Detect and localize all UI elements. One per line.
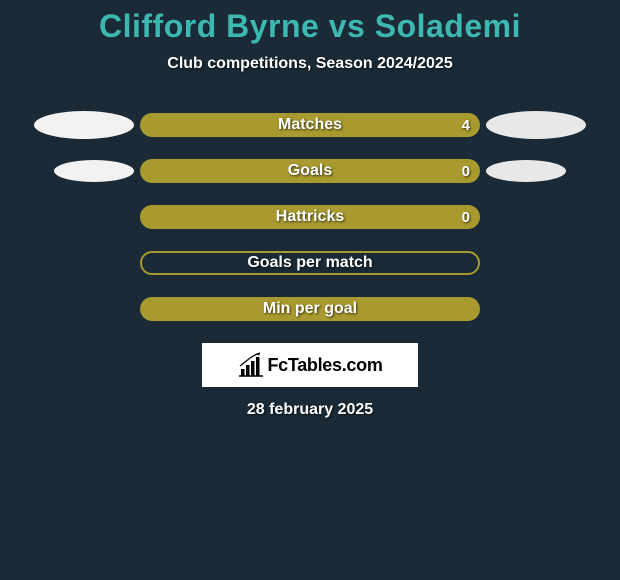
stat-bar: Matches 4 xyxy=(140,113,480,137)
date-text: 28 february 2025 xyxy=(0,401,620,419)
page-title: Clifford Byrne vs Solademi xyxy=(0,8,620,45)
ellipse-right xyxy=(486,111,586,139)
stat-row: Goals per match xyxy=(0,251,620,275)
stat-label: Goals per match xyxy=(247,254,372,272)
stat-label: Goals xyxy=(288,162,332,180)
stat-row: Matches 4 xyxy=(0,113,620,137)
ellipse-placeholder-right xyxy=(486,249,586,277)
stat-label: Matches xyxy=(278,116,342,134)
stat-bar: Min per goal xyxy=(140,297,480,321)
stat-row: Hattricks 0 xyxy=(0,205,620,229)
ellipse-placeholder-left xyxy=(34,295,134,323)
stat-bar: Goals per match xyxy=(140,251,480,275)
subtitle: Club competitions, Season 2024/2025 xyxy=(0,55,620,73)
stat-value: 0 xyxy=(462,209,470,226)
comparison-chart: Clifford Byrne vs Solademi Club competit… xyxy=(0,0,620,419)
stat-value: 4 xyxy=(462,117,470,134)
stat-label: Hattricks xyxy=(276,208,344,226)
stat-label: Min per goal xyxy=(263,300,357,318)
ellipse-placeholder-right xyxy=(486,295,586,323)
stat-bar: Goals 0 xyxy=(140,159,480,183)
ellipse-placeholder-left xyxy=(34,249,134,277)
logo-box: FcTables.com xyxy=(202,343,418,387)
stat-bar: Hattricks 0 xyxy=(140,205,480,229)
ellipse-right xyxy=(486,160,566,182)
ellipse-placeholder-right xyxy=(486,203,586,231)
stats-container: Matches 4 Goals 0 Hattricks 0 Goals per match M… xyxy=(0,113,620,321)
logo-inner: FcTables.com xyxy=(237,352,382,378)
stat-row: Goals 0 xyxy=(0,159,620,183)
ellipse-left xyxy=(54,160,134,182)
logo-text: FcTables.com xyxy=(267,355,382,376)
ellipse-placeholder-left xyxy=(34,203,134,231)
bar-chart-icon xyxy=(237,352,263,378)
ellipse-left xyxy=(34,111,134,139)
stat-row: Min per goal xyxy=(0,297,620,321)
stat-value: 0 xyxy=(462,163,470,180)
